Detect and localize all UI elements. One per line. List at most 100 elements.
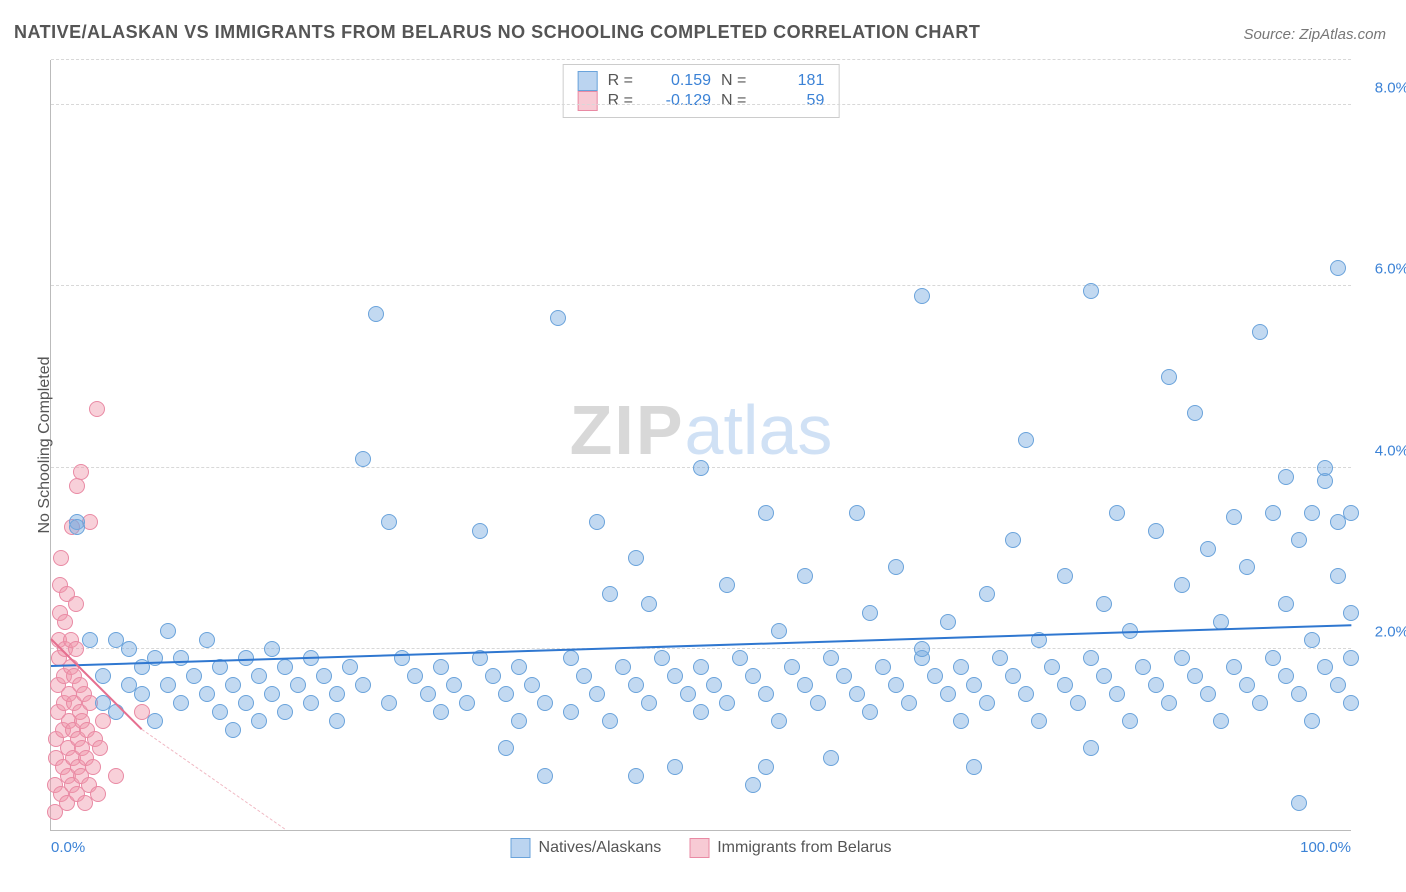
data-point [85,759,101,775]
legend-item-blue: Natives/Alaskans [511,838,662,858]
data-point [1226,659,1242,675]
data-point [1057,568,1073,584]
data-point [1343,605,1359,621]
data-point [1304,632,1320,648]
data-point [1187,668,1203,684]
data-point [1044,659,1060,675]
data-point [381,514,397,530]
data-point [966,759,982,775]
data-point [446,677,462,693]
data-point [589,514,605,530]
data-point [199,632,215,648]
data-point [537,768,553,784]
data-point [134,686,150,702]
data-point [1135,659,1151,675]
data-point [1265,650,1281,666]
data-point [1083,283,1099,299]
data-point [823,750,839,766]
x-tick-label: 0.0% [51,839,85,856]
data-point [940,614,956,630]
r-value: -0.129 [643,92,711,110]
data-point [53,550,69,566]
data-point [1252,324,1268,340]
data-point [108,704,124,720]
data-point [1200,686,1216,702]
data-point [160,677,176,693]
data-point [602,713,618,729]
data-point [1252,695,1268,711]
data-point [368,306,384,322]
gridline [51,648,1351,649]
data-point [1161,369,1177,385]
watermark-atlas: atlas [685,391,833,469]
data-point [875,659,891,675]
data-point [628,550,644,566]
data-point [615,659,631,675]
data-point [264,686,280,702]
data-point [563,704,579,720]
data-point [667,668,683,684]
data-point [277,659,293,675]
data-point [1226,509,1242,525]
y-axis-label: No Schooling Completed [36,357,54,534]
data-point [355,677,371,693]
data-point [862,704,878,720]
data-point [628,768,644,784]
r-label: R = [608,72,633,90]
stats-row-pink: R = -0.129 N = 59 [578,91,825,111]
data-point [95,668,111,684]
data-point [1343,505,1359,521]
data-point [69,519,85,535]
data-point [1343,650,1359,666]
data-point [147,713,163,729]
data-point [940,686,956,702]
data-point [927,668,943,684]
data-point [1174,650,1190,666]
data-point [758,505,774,521]
data-point [381,695,397,711]
data-point [953,713,969,729]
data-point [225,677,241,693]
chart-title: NATIVE/ALASKAN VS IMMIGRANTS FROM BELARU… [14,22,980,43]
data-point [693,460,709,476]
data-point [329,713,345,729]
n-value: 181 [756,72,824,90]
data-point [1018,432,1034,448]
data-point [485,668,501,684]
data-point [654,650,670,666]
legend-item-pink: Immigrants from Belarus [689,838,891,858]
watermark: ZIPatlas [570,390,833,470]
data-point [89,401,105,417]
data-point [121,641,137,657]
data-point [264,641,280,657]
data-point [1122,713,1138,729]
n-label: N = [721,92,746,110]
data-point [199,686,215,702]
source-label: Source: ZipAtlas.com [1243,26,1386,43]
data-point [1200,541,1216,557]
data-point [1330,677,1346,693]
legend-label: Immigrants from Belarus [717,839,891,857]
data-point [1239,677,1255,693]
y-tick-label: 4.0% [1359,442,1406,459]
gridline [51,285,1351,286]
data-point [57,614,73,630]
data-point [888,677,904,693]
data-point [706,677,722,693]
data-point [914,288,930,304]
data-point [1187,405,1203,421]
data-point [953,659,969,675]
y-tick-label: 6.0% [1359,261,1406,278]
data-point [641,695,657,711]
data-point [251,713,267,729]
data-point [1005,668,1021,684]
x-tick-label: 100.0% [1300,839,1351,856]
data-point [1109,686,1125,702]
data-point [1317,659,1333,675]
data-point [563,650,579,666]
data-point [498,686,514,702]
data-point [1343,695,1359,711]
data-point [576,668,592,684]
data-point [1005,532,1021,548]
data-point [602,586,618,602]
